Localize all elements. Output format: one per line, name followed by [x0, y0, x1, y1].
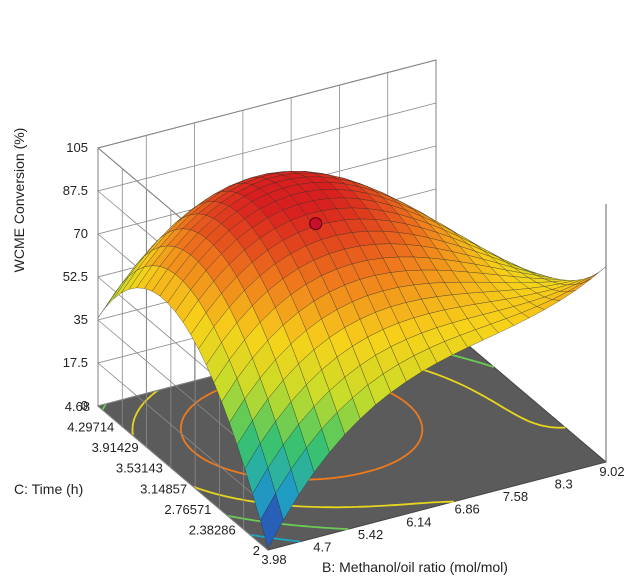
y-tick-label: 2	[253, 543, 260, 558]
x-tick-label: 8.3	[555, 477, 573, 492]
y-tick-label: 2.76571	[164, 502, 211, 517]
surface-patch	[575, 272, 599, 285]
design-point	[309, 216, 323, 231]
design-point-layer	[309, 216, 323, 231]
z-tick-label: 52.5	[63, 269, 88, 284]
y-axis-label: C: Time (h)	[14, 481, 83, 497]
surface-patch	[260, 492, 284, 549]
y-tick-label: 3.14857	[140, 481, 187, 496]
x-tick-label: 6.14	[406, 514, 431, 529]
z-axis-label: WCME Conversion (%)	[11, 128, 27, 273]
surface-patch	[105, 276, 129, 308]
y-tick-label: 3.91429	[92, 440, 139, 455]
surface-mesh	[97, 171, 607, 549]
z-tick-label: 87.5	[63, 183, 88, 198]
x-tick-label: 3.98	[261, 552, 286, 567]
x-tick-label: 6.86	[454, 502, 479, 517]
y-tick-label: 4.29714	[67, 420, 114, 435]
x-tick-label: 7.58	[503, 489, 528, 504]
x-axis-label: B: Methanol/oil ratio (mol/mol)	[322, 559, 508, 575]
z-tick-label: 35	[74, 312, 88, 327]
x-tick-label: 5.42	[358, 527, 383, 542]
z-tick-label: 17.5	[63, 355, 88, 370]
z-tick-label: 70	[74, 226, 88, 241]
y-tick-label: 3.53143	[116, 461, 163, 476]
y-tick-label: 4.68	[65, 399, 90, 414]
y-tick-label: 2.38286	[189, 522, 236, 537]
x-tick-label: 9.02	[599, 464, 624, 479]
tick-labels: 0 17.5 35 52.5 70 87.5 105 3.98 4.7 5.42 6.14 6.86 7…	[63, 140, 625, 567]
z-tick-label: 105	[66, 140, 88, 155]
z-tick-label: 0	[81, 398, 88, 413]
x-tick-label: 4.7	[313, 539, 331, 554]
